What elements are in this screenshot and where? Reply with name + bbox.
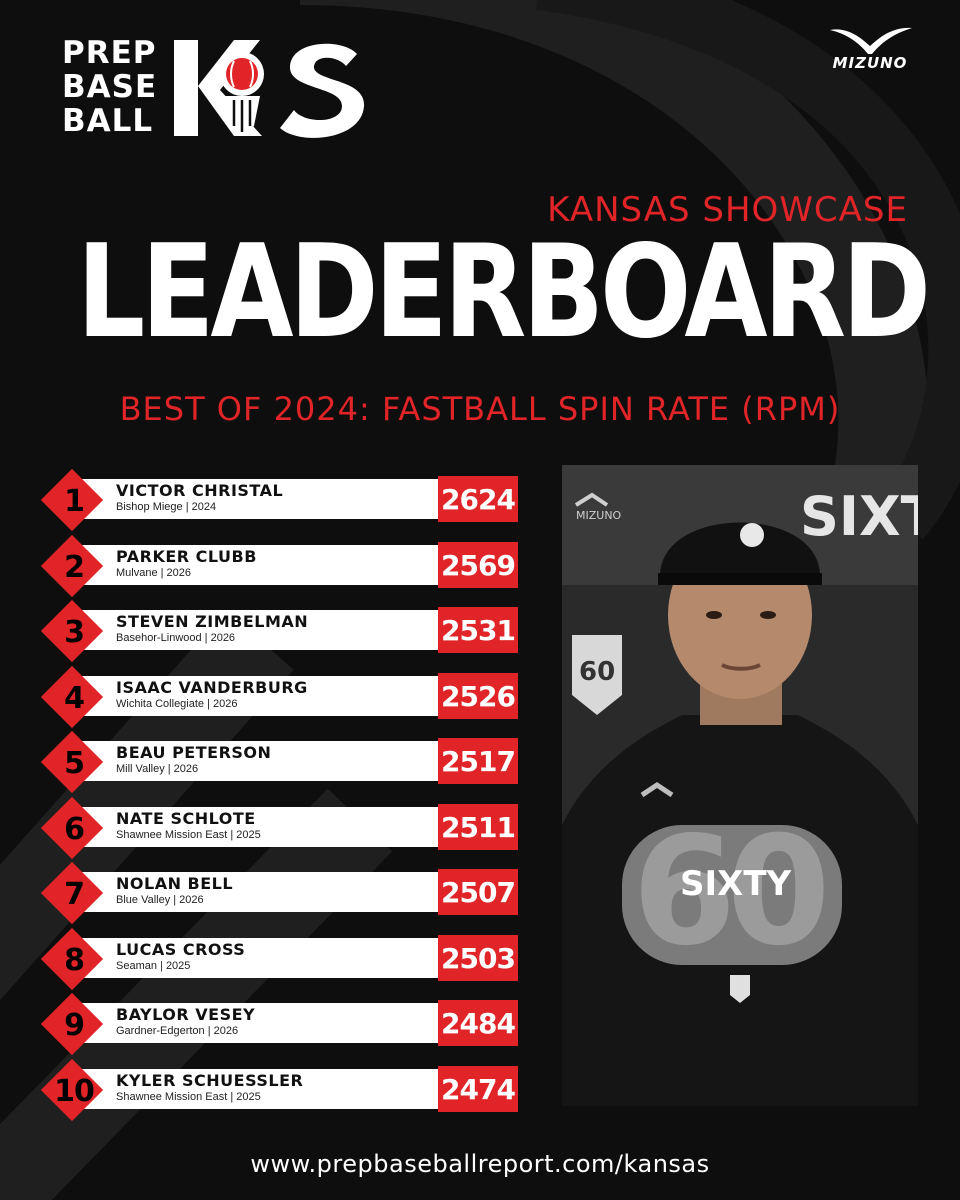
row-bar <box>82 1069 474 1109</box>
player-school-year: Basehor-Linwood | 2026 <box>116 632 236 644</box>
leaderboard-row: 3 STEVEN ZIMBELMAN Basehor-Linwood | 2026 2… <box>40 599 522 663</box>
player-name: NOLAN BELL <box>116 874 234 893</box>
row-bar <box>82 610 474 650</box>
svg-text:60: 60 <box>579 657 615 687</box>
spin-rate-box: 2503 <box>438 935 518 981</box>
ks-logo-mark <box>174 40 365 138</box>
spin-rate-value: 2474 <box>441 1072 516 1106</box>
rank-number: 2 <box>64 549 85 585</box>
spin-rate-box: 2517 <box>438 738 518 784</box>
player-photo: SIXTY MIZUNO 60 60 SIXTY <box>562 465 918 1106</box>
leaderboard-row: 10 KYLER SCHUESSLER Shawnee Mission East |… <box>40 1058 522 1122</box>
spin-rate-value: 2484 <box>441 1006 516 1040</box>
logo-line-2: BASE <box>62 69 158 105</box>
footer-url[interactable]: www.prepbaseballreport.com/kansas <box>250 1150 710 1178</box>
leaderboard-row: 7 NOLAN BELL Blue Valley | 2026 2507 <box>40 861 522 925</box>
svg-text:MIZUNO: MIZUNO <box>576 509 622 522</box>
rank-number: 9 <box>64 1007 85 1043</box>
player-name: VICTOR CHRISTAL <box>116 481 284 500</box>
spin-rate-box: 2474 <box>438 1066 518 1112</box>
spin-rate-value: 2517 <box>441 744 516 778</box>
player-name: KYLER SCHUESSLER <box>116 1071 304 1090</box>
player-school-year: Bishop Miege | 2024 <box>116 501 217 513</box>
rank-number: 4 <box>64 680 85 716</box>
leaderboard-row: 1 VICTOR CHRISTAL Bishop Miege | 2024 2624 <box>40 468 522 532</box>
leaderboard-row: 4 ISAAC VANDERBURG Wichita Collegiate | 20… <box>40 665 522 729</box>
player-school-year: Gardner-Edgerton | 2026 <box>116 1025 239 1037</box>
prep-baseball-logo: PREP BASE BALL <box>62 35 365 146</box>
player-name: BEAU PETERSON <box>116 743 272 762</box>
leaderboard-row: 6 NATE SCHLOTE Shawnee Mission East | 2025… <box>40 796 522 860</box>
player-school-year: Mill Valley | 2026 <box>116 763 199 775</box>
player-school-year: Blue Valley | 2026 <box>116 894 204 906</box>
spin-rate-box: 2511 <box>438 804 518 850</box>
spin-rate-box: 2507 <box>438 869 518 915</box>
spin-rate-box: 2484 <box>438 1000 518 1046</box>
leaderboard-row: 9 BAYLOR VESEY Gardner-Edgerton | 2026 2484 <box>40 992 522 1056</box>
rank-number: 3 <box>64 614 85 650</box>
rank-number: 10 <box>54 1073 95 1109</box>
player-school-year: Shawnee Mission East | 2025 <box>116 829 261 841</box>
row-bar <box>82 741 474 781</box>
rank-number: 6 <box>64 811 85 847</box>
rank-number: 7 <box>64 876 85 912</box>
row-bar <box>82 938 474 978</box>
spin-rate-value: 2526 <box>441 679 516 713</box>
player-name: NATE SCHLOTE <box>116 809 256 828</box>
backdrop-sixty-text: SIXTY <box>800 485 918 548</box>
rank-number: 5 <box>64 745 85 781</box>
spin-rate-value: 2507 <box>441 875 516 909</box>
player-school-year: Mulvane | 2026 <box>116 567 192 579</box>
row-bar <box>82 872 474 912</box>
page-subtitle: BEST OF 2024: FASTBALL SPIN RATE (RPM) <box>119 390 841 428</box>
mizuno-runbird-icon <box>830 27 912 54</box>
rank-number: 1 <box>64 483 85 519</box>
player-school-year: Wichita Collegiate | 2026 <box>116 698 238 710</box>
player-school-year: Shawnee Mission East | 2025 <box>116 1091 261 1103</box>
player-name: ISAAC VANDERBURG <box>116 678 308 697</box>
rank-number: 8 <box>64 942 85 978</box>
spin-rate-value: 2569 <box>441 548 516 582</box>
player-name: STEVEN ZIMBELMAN <box>116 612 309 631</box>
mizuno-logo: MIZUNO <box>820 24 920 74</box>
spin-rate-value: 2624 <box>441 482 516 516</box>
logo-line-3: BALL <box>62 103 154 139</box>
spin-rate-value: 2511 <box>441 810 516 844</box>
event-title: KANSAS SHOWCASE <box>547 190 908 230</box>
spin-rate-box: 2569 <box>438 542 518 588</box>
spin-rate-value: 2531 <box>441 613 516 647</box>
player-name: BAYLOR VESEY <box>116 1005 256 1024</box>
leaderboard-row: 2 PARKER CLUBB Mulvane | 2026 2569 <box>40 534 522 598</box>
spin-rate-box: 2624 <box>438 476 518 522</box>
row-bar <box>82 479 474 519</box>
player-school-year: Seaman | 2025 <box>116 960 191 972</box>
spin-rate-box: 2526 <box>438 673 518 719</box>
logo-line-1: PREP <box>62 35 157 71</box>
shirt-number: 60 <box>632 805 824 979</box>
sponsor-name: MIZUNO <box>832 54 908 72</box>
leaderboard-row: 8 LUCAS CROSS Seaman | 2025 2503 <box>40 927 522 991</box>
row-bar <box>82 1003 474 1043</box>
spin-rate-box: 2531 <box>438 607 518 653</box>
player-name: PARKER CLUBB <box>116 547 257 566</box>
leaderboard-row: 5 BEAU PETERSON Mill Valley | 2026 2517 <box>40 730 522 794</box>
row-bar <box>82 676 474 716</box>
row-bar <box>82 545 474 585</box>
shirt-sixty-text: SIXTY <box>680 864 792 904</box>
spin-rate-value: 2503 <box>441 941 516 975</box>
row-bar <box>82 807 474 847</box>
player-name: LUCAS CROSS <box>116 940 246 959</box>
page-title: LEADERBOARD <box>76 218 931 367</box>
